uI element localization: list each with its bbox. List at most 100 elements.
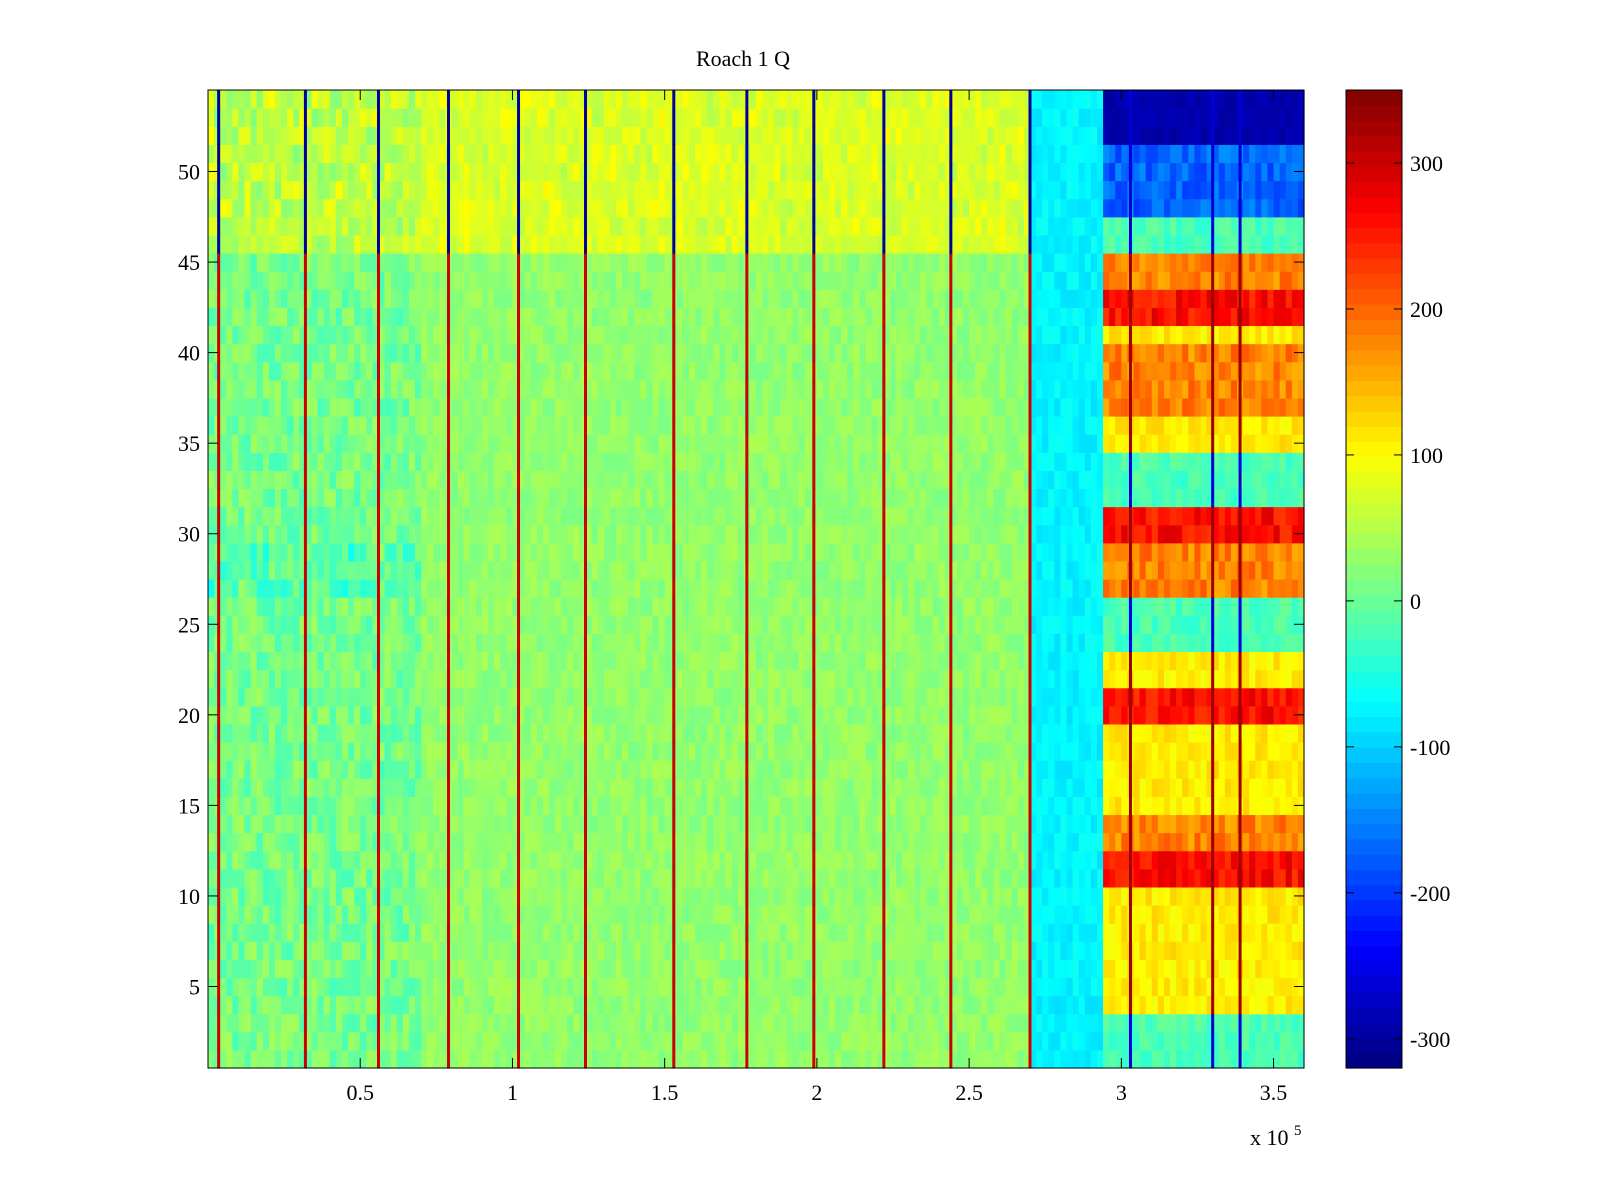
heatmap-cell [1194,687,1202,707]
heatmap-cell [524,977,532,997]
heatmap-cell [737,705,745,725]
heatmap-cell [366,579,373,598]
heatmap-cell [628,832,635,852]
heatmap-cell [1291,1031,1299,1051]
heatmap-cell [561,995,568,1015]
heatmap-cell [274,905,282,924]
heatmap-cell [1036,868,1043,888]
heatmap-cell [609,995,617,1015]
heatmap-cell [488,687,495,707]
heatmap-cell [847,669,855,689]
heatmap-cell [701,977,708,997]
heatmap-cell [737,778,745,797]
heatmap-cell [293,850,300,870]
heatmap-cell [944,597,952,616]
heatmap-cell [573,796,581,816]
heatmap-cell [439,615,447,634]
heatmap-cell [348,651,355,671]
heatmap-cell [524,742,532,761]
heatmap-cell [835,742,842,761]
heatmap-cell [311,832,319,852]
heatmap-cell [774,941,781,960]
heatmap-cell [749,651,757,671]
heatmap-cell [987,1049,995,1069]
heatmap-cell [1066,977,1074,997]
heatmap-cell [1139,923,1147,942]
heatmap-cell [482,1049,489,1069]
heatmap-cell [1279,579,1287,598]
heatmap-cell [780,868,788,888]
heatmap-cell [768,615,775,634]
heatmap-cell [555,995,562,1015]
heatmap-cell [415,814,422,834]
heatmap-cell [500,1049,507,1069]
heatmap-cell [500,868,507,888]
heatmap-cell [963,868,970,888]
heatmap-cell [664,579,672,598]
heatmap-cell [1060,579,1068,598]
heatmap-cell [701,669,708,689]
heatmap-cell [1115,796,1122,816]
heatmap-cell [244,651,252,671]
heatmap-cell [1243,615,1250,634]
heatmap-cell [439,868,447,888]
heatmap-cell [652,868,660,888]
heatmap-cell [908,977,915,997]
heatmap-cell [981,905,988,924]
heatmap-cell [963,723,970,743]
heatmap-cell [816,651,824,671]
heatmap-cell [853,832,861,852]
heatmap-cell [408,778,416,797]
heatmap-cell [963,850,970,870]
heatmap-cell [822,687,830,707]
heatmap-cell [1279,597,1287,616]
heatmap-cell [1048,705,1055,725]
heatmap-cell [798,977,806,997]
heatmap-cell [585,778,593,797]
heatmap-cell [591,651,599,671]
heatmap-cell [762,1049,769,1069]
heatmap-cell [518,1013,526,1033]
heatmap-cell [421,850,428,870]
heatmap-cell [859,796,867,816]
heatmap-cell [1273,687,1281,707]
heatmap-cell [1212,597,1220,616]
heatmap-cell [506,669,514,689]
heatmap-cell [1194,651,1202,671]
heatmap-cell [1170,977,1177,997]
heatmap-cell [853,669,861,689]
heatmap-cell [792,705,800,725]
heatmap-cell [451,723,459,743]
heatmap-cell [798,633,806,653]
heatmap-cell [244,687,252,707]
heatmap-cell [579,742,587,761]
heatmap-cell [1170,669,1177,689]
heatmap-cell [1103,633,1110,653]
heatmap-cell [390,633,398,653]
heatmap-cell [835,814,842,834]
heatmap-cell [822,615,830,634]
heatmap-cell [287,977,294,997]
heatmap-cell [433,742,440,761]
heatmap-cell [969,814,976,834]
heatmap-cell [1163,597,1171,616]
heatmap-cell [323,923,331,942]
heatmap-cell [847,941,855,960]
heatmap-cell [603,742,611,761]
heatmap-cell [390,923,398,942]
heatmap-cell [829,633,836,653]
heatmap-cell [415,669,422,689]
heatmap-cell [293,669,300,689]
heatmap-cell [360,941,367,960]
heatmap-cell [488,651,495,671]
heatmap-cell [634,941,641,960]
heatmap-cell [208,687,215,707]
heatmap-cell [1230,905,1238,924]
heatmap-cell [640,669,647,689]
heatmap-cell [360,868,367,888]
heatmap-cell [1023,886,1031,906]
heatmap-cell [268,1013,276,1033]
heatmap-cell [987,850,995,870]
heatmap-cell [920,886,928,906]
heatmap-cell [293,778,300,797]
